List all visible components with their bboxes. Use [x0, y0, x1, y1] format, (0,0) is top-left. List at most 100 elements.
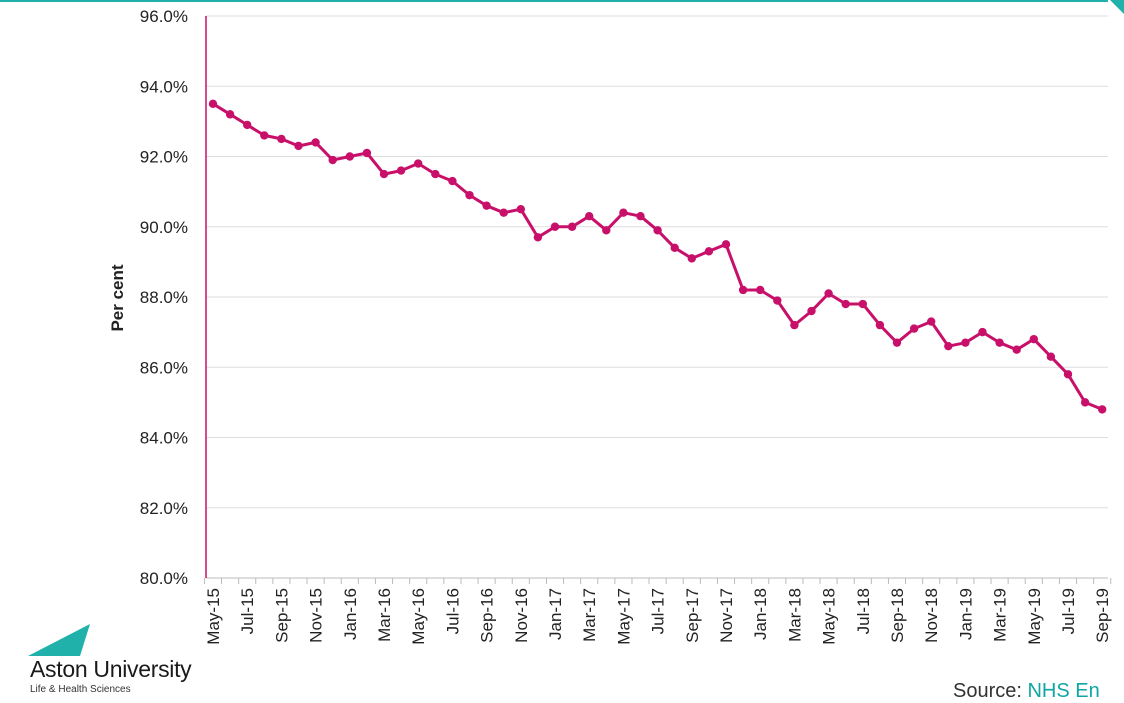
data-point — [602, 226, 611, 235]
data-point — [619, 208, 628, 217]
data-point — [670, 243, 679, 253]
data-point — [243, 120, 252, 130]
data-point — [738, 285, 748, 295]
data-point — [704, 247, 714, 256]
x-tick-label: Jul-16 — [443, 588, 462, 634]
x-tick-label: May-19 — [1025, 588, 1044, 645]
x-tick-label: Jul-18 — [854, 588, 873, 634]
data-point — [499, 208, 508, 217]
y-tick-label: 80.0% — [140, 569, 188, 588]
x-tick-label: May-16 — [409, 588, 428, 645]
x-tick-label: Jan-19 — [956, 588, 975, 640]
x-tick-label: Sep-16 — [478, 588, 497, 643]
data-point — [687, 254, 696, 263]
data-point — [414, 159, 423, 168]
x-tick-label: Sep-18 — [888, 588, 907, 643]
data-point — [225, 110, 235, 119]
data-point — [1080, 398, 1090, 407]
data-point — [1012, 345, 1021, 354]
top-accent-rule — [0, 0, 1108, 2]
x-tick-label: Nov-18 — [922, 588, 941, 643]
data-point — [756, 285, 765, 295]
x-tick-label: Sep-17 — [683, 588, 702, 643]
x-tick-label: May-18 — [820, 588, 839, 645]
series-line — [212, 102, 1103, 411]
data-point — [773, 296, 782, 305]
data-point — [858, 299, 867, 309]
data-point — [362, 148, 372, 158]
data-point — [208, 99, 218, 109]
data-point — [328, 155, 337, 165]
corner-accent — [1110, 0, 1124, 14]
x-tick-label: Jan-17 — [546, 588, 565, 640]
data-point — [875, 320, 885, 330]
data-point — [807, 306, 816, 316]
data-point — [1029, 334, 1039, 344]
x-tick-label: Jan-16 — [341, 588, 360, 640]
data-point — [396, 166, 406, 175]
x-tick-label: Sep-15 — [272, 588, 291, 643]
data-point — [944, 341, 953, 351]
x-tick-label: Nov-17 — [717, 588, 736, 643]
data-point — [892, 338, 902, 347]
data-point — [978, 327, 987, 337]
data-point — [636, 212, 645, 221]
y-tick-label: 88.0% — [140, 288, 188, 307]
data-point — [482, 201, 491, 210]
university-name: Aston University — [30, 656, 192, 682]
data-point — [824, 289, 833, 298]
x-tick-label: Mar-18 — [785, 588, 804, 642]
data-point — [277, 134, 286, 144]
data-point — [961, 338, 970, 347]
y-tick-label: 86.0% — [140, 358, 188, 377]
x-tick-label: Nov-15 — [307, 588, 326, 643]
y-axis-label: Per cent — [108, 264, 127, 332]
data-point — [995, 338, 1004, 347]
data-point — [294, 141, 303, 151]
data-point — [841, 299, 850, 309]
y-tick-label: 92.0% — [140, 148, 188, 167]
y-tick-label: 90.0% — [140, 218, 188, 237]
x-tick-label: Sep-19 — [1093, 588, 1112, 643]
y-tick-label: 84.0% — [140, 429, 188, 448]
data-point — [653, 226, 662, 235]
data-point — [1098, 405, 1107, 414]
data-point — [567, 222, 577, 231]
data-point — [533, 233, 543, 242]
data-point — [1046, 352, 1056, 361]
x-tick-label: May-17 — [614, 588, 633, 645]
x-tick-label: Jan-18 — [751, 588, 770, 640]
y-tick-label: 82.0% — [140, 499, 188, 518]
source-prefix: Source: — [953, 680, 1028, 702]
x-tick-label: Jul-19 — [1059, 588, 1078, 634]
y-tick-label: 96.0% — [140, 7, 188, 26]
x-tick-label: May-15 — [204, 588, 223, 645]
data-point — [790, 320, 799, 330]
data-point — [927, 317, 936, 326]
data-point — [585, 212, 594, 221]
y-tick-label: 94.0% — [140, 77, 188, 96]
data-point — [721, 240, 731, 249]
data-point — [448, 176, 457, 186]
data-point — [465, 190, 474, 200]
x-tick-label: Mar-16 — [375, 588, 394, 642]
university-subtitle: Life & Health Sciences — [30, 684, 131, 695]
aston-logo-icon — [28, 624, 90, 656]
data-point — [516, 204, 525, 214]
data-point — [345, 152, 354, 161]
data-point — [550, 222, 560, 231]
data-point — [260, 131, 269, 140]
x-tick-label: Mar-19 — [991, 588, 1010, 642]
data-point — [431, 169, 440, 179]
data-point — [311, 138, 320, 147]
x-tick-label: Nov-16 — [512, 588, 531, 643]
data-point — [909, 324, 919, 333]
source-note: Source: NHS En — [953, 680, 1100, 703]
source-link[interactable]: NHS En — [1027, 680, 1100, 702]
x-tick-label: Jul-15 — [238, 588, 257, 634]
data-point — [379, 169, 389, 179]
x-tick-label: Jul-17 — [649, 588, 668, 634]
x-tick-label: Mar-17 — [580, 588, 599, 642]
data-point — [1063, 370, 1073, 379]
